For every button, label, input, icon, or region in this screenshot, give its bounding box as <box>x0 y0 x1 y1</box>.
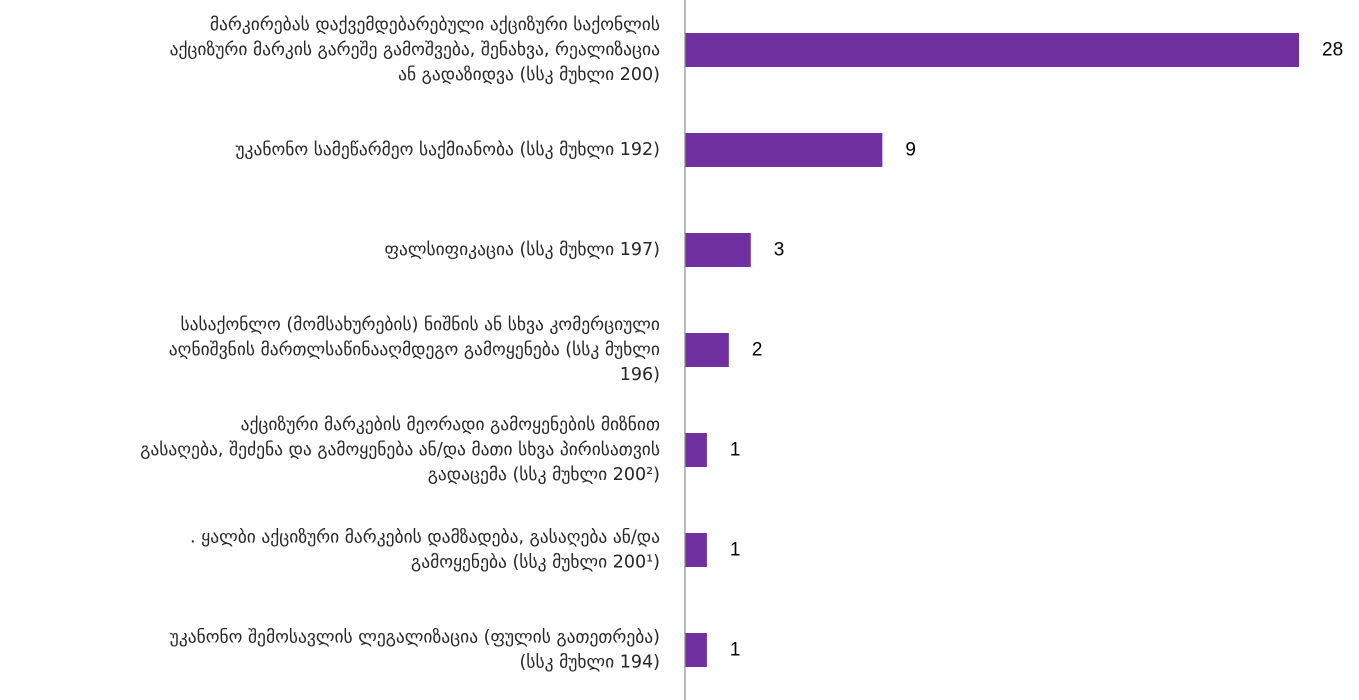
category-label-line: . ყალბი აქციზური მარკების დამზადება, გას… <box>190 527 660 548</box>
bar-5 <box>685 433 707 467</box>
category-label-6: . ყალბი აქციზური მარკების დამზადება, გას… <box>190 527 660 573</box>
category-label-line: აქციზური მარკების მეორადი გამოყენების მი… <box>241 414 660 435</box>
category-labels: მარკირებას დაქვემდებარებული აქციზური საქ… <box>140 14 660 673</box>
category-label-line: გადაცემა (სსკ მუხლი 200²) <box>428 465 660 485</box>
value-label-2: 9 <box>905 140 916 161</box>
category-label-line: 196) <box>620 365 660 385</box>
category-label-line: აღნიშვნის მართლსაწინააღმდეგო გამოყენება … <box>169 339 660 360</box>
category-label-line: გასაღება, შეძენა და გამოყენება ან/და მათ… <box>140 439 660 460</box>
category-label-3: ფალსიფიკაცია (სსკ მუხლი 197) <box>385 240 661 260</box>
bars <box>685 33 1299 667</box>
category-label-line: მარკირებას დაქვემდებარებული აქციზური საქ… <box>210 14 660 35</box>
bar-1 <box>685 33 1299 67</box>
value-labels: 28 9 3 2 1 1 1 <box>730 40 1343 661</box>
category-label-7: უკანონო შემოსავლის ლეგალიზაცია (ფულის გა… <box>170 627 660 673</box>
category-label-1: მარკირებას დაქვემდებარებული აქციზური საქ… <box>170 14 661 85</box>
value-label-7: 1 <box>730 640 741 661</box>
value-label-4: 2 <box>752 340 763 361</box>
bar-7 <box>685 633 707 667</box>
bar-6 <box>685 533 707 567</box>
value-label-3: 3 <box>774 240 785 261</box>
bar-4 <box>685 333 729 367</box>
category-label-line: ფალსიფიკაცია (სსკ მუხლი 197) <box>385 240 661 260</box>
bar-3 <box>685 233 751 267</box>
category-label-line: უკანონო შემოსავლის ლეგალიზაცია (ფულის გა… <box>170 627 660 648</box>
category-label-line: (სსკ მუხლი 194) <box>519 653 660 673</box>
category-label-line: სასაქონლო (მომსახურების) ნიშნის ან სხვა … <box>180 314 660 335</box>
category-label-line: აქციზური მარკის გარეშე გამოშვება, შენახვ… <box>170 39 661 60</box>
category-label-5: აქციზური მარკების მეორადი გამოყენების მი… <box>140 414 660 485</box>
category-label-2: უკანონო სამეწარმეო საქმიანობა (სსკ მუხლი… <box>235 139 660 160</box>
value-label-1: 28 <box>1322 40 1343 61</box>
category-label-line: გამოყენება (სსკ მუხლი 200¹) <box>411 553 660 573</box>
value-label-6: 1 <box>730 540 741 561</box>
category-label-4: სასაქონლო (მომსახურების) ნიშნის ან სხვა … <box>169 314 660 385</box>
bar-2 <box>685 133 883 167</box>
value-label-5: 1 <box>730 440 741 461</box>
category-label-line: ან გადაზიდვა (სსკ მუხლი 200) <box>398 65 660 85</box>
category-label-line: უკანონო სამეწარმეო საქმიანობა (სსკ მუხლი… <box>235 139 660 160</box>
